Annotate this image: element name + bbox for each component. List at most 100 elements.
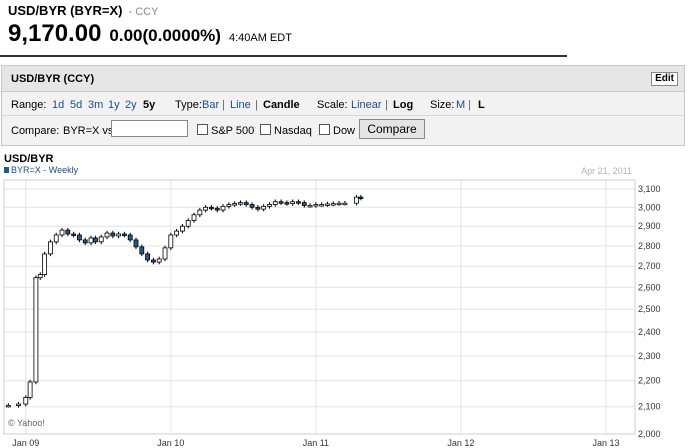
range-1y[interactable]: 1y: [108, 99, 120, 111]
candle-down: [65, 229, 71, 235]
candle-down: [255, 206, 261, 210]
candle-up: [330, 203, 336, 206]
quote-time: 4:40AM EDT: [228, 32, 292, 44]
candle-up: [162, 247, 168, 260]
size-l[interactable]: L: [478, 99, 485, 111]
type-label: Type:: [175, 99, 202, 111]
candle-up: [220, 205, 226, 211]
range-1d[interactable]: 1d: [52, 99, 65, 111]
panel-header: USD/BYR (CCY) Edit: [2, 66, 684, 92]
compare-prefix: BYR=X vs: [63, 125, 114, 137]
separator: |: [255, 99, 258, 111]
options-row: Range: 1d 5d 3m 1y 2y 5y Type: Bar | Lin…: [2, 92, 684, 116]
candle-up: [232, 203, 238, 206]
candle-down: [110, 232, 116, 237]
change-value: 0.00: [109, 26, 143, 45]
candle-up: [104, 232, 110, 238]
candle-series: [5, 194, 364, 408]
dow-label: Dow: [333, 125, 356, 137]
y-tick-label: 3,100: [638, 184, 661, 194]
y-tick-label: 2,800: [638, 241, 661, 251]
candle-up: [53, 234, 59, 243]
dow-checkbox[interactable]: [319, 124, 330, 135]
change-percent: (0.0000%): [142, 26, 221, 45]
legend-label: BYR=X - Weekly: [11, 165, 79, 175]
y-tick-label: 2,000: [638, 429, 661, 439]
chart-controls-panel: USD/BYR (CCY) Edit Range: 1d 5d 3m 1y 2y…: [1, 65, 685, 146]
candle-up: [27, 381, 33, 398]
panel-title: USD/BYR (CCY): [11, 73, 95, 85]
candle-up: [23, 397, 29, 405]
candle-up: [290, 201, 296, 204]
compare-input[interactable]: [111, 120, 188, 137]
sp500-checkbox[interactable]: [197, 124, 208, 135]
candle-up: [197, 209, 203, 216]
candle-down: [151, 259, 156, 263]
candle-up: [37, 274, 43, 279]
range-2y[interactable]: 2y: [125, 99, 137, 111]
candle-up: [191, 214, 197, 221]
candle-up: [203, 206, 209, 211]
candle-up: [174, 230, 180, 236]
candle-down: [301, 202, 307, 206]
x-tick-label: Jan 10: [157, 438, 184, 448]
range-5d[interactable]: 5d: [70, 99, 83, 111]
quote-row: 9,170.00 0.00(0.0000%) 4:40AM EDT: [8, 20, 292, 48]
candle-up: [267, 204, 272, 207]
compare-row: Compare: BYR=X vs S&P 500 Nasdaq Dow Com…: [2, 116, 684, 145]
y-tick-label: 2,200: [638, 376, 661, 386]
price-chart: USD/BYR BYR=X - Weekly Apr 21, 2011 2,00…: [3, 153, 661, 448]
candle-down: [214, 207, 220, 211]
header-divider: [0, 55, 567, 57]
candle-up: [226, 204, 232, 207]
candle-down: [296, 201, 301, 204]
range-label: Range:: [11, 99, 47, 111]
y-tick-label: 2,600: [638, 282, 661, 292]
y-axis-labels: 2,000 2,100 2,200 2,300 2,400 2,500 2,600 2,700…: [638, 184, 661, 439]
candle-down: [121, 233, 127, 236]
range-5y[interactable]: 5y: [143, 99, 156, 111]
candle-up: [98, 236, 104, 243]
edit-button[interactable]: Edit: [651, 72, 678, 86]
y-tick-label: 2,700: [638, 261, 661, 271]
candle-down: [209, 206, 214, 210]
candle-down: [278, 201, 284, 204]
candle-down: [71, 233, 77, 236]
x-tick-label: Jan 09: [12, 438, 39, 448]
type-bar[interactable]: Bar: [202, 99, 220, 111]
nasdaq-label: Nasdaq: [274, 125, 312, 137]
scale-linear[interactable]: Linear: [351, 99, 382, 111]
candle-up: [307, 205, 313, 208]
range-3m[interactable]: 3m: [88, 99, 104, 111]
type-line[interactable]: Line: [230, 99, 251, 111]
candle-up: [59, 229, 65, 236]
size-m[interactable]: M: [456, 99, 466, 111]
x-axis-labels: Jan 09 Jan 10 Jan 11 Jan 12 Jan 13: [12, 438, 619, 448]
price-change: 0.00(0.0000%): [109, 26, 221, 46]
candle-down: [77, 234, 82, 241]
compare-button[interactable]: Compare: [359, 119, 425, 139]
y-tick-label: 3,000: [638, 202, 661, 212]
scale-log[interactable]: Log: [393, 99, 414, 111]
candle-up: [354, 196, 359, 204]
last-price: 9,170.00: [8, 20, 102, 47]
scale-label: Scale:: [317, 99, 348, 111]
nasdaq-checkbox[interactable]: [260, 124, 271, 135]
legend-swatch: [4, 167, 9, 173]
y-tick-label: 2,300: [638, 351, 661, 361]
candle-up: [261, 205, 267, 210]
candle-down: [127, 234, 133, 241]
sp500-label: S&P 500: [211, 125, 255, 137]
candle-down: [82, 239, 88, 244]
x-tick-label: Jan 13: [592, 438, 619, 448]
candle-up: [42, 253, 48, 275]
candle-up: [33, 277, 39, 383]
y-tick-label: 2,100: [638, 402, 661, 412]
candle-up: [48, 241, 53, 255]
type-candle[interactable]: Candle: [263, 99, 300, 111]
candle-down: [139, 246, 145, 255]
candle-up: [156, 258, 162, 263]
y-tick-label: 2,400: [638, 327, 661, 337]
size-label: Size:: [430, 99, 455, 111]
candle-up: [313, 204, 319, 207]
